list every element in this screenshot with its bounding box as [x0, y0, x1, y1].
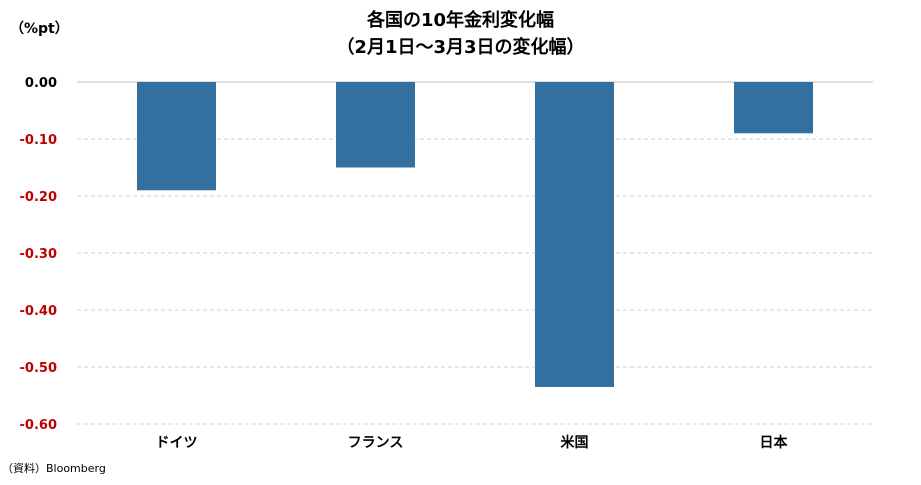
source-note: （資料）Bloomberg [2, 462, 106, 475]
y-tick-label: -0.30 [20, 247, 57, 262]
y-tick-label: -0.40 [20, 304, 57, 319]
chart-title: 各国の10年金利変化幅 [366, 10, 555, 31]
y-tick-label: -0.60 [20, 418, 57, 433]
bar-1 [336, 82, 415, 168]
x-category-label: ドイツ [156, 435, 198, 451]
bar-3 [734, 82, 813, 134]
x-category-label: 日本 [760, 434, 789, 451]
chart-subtitle: （2月1日～3月3日の変化幅） [336, 37, 585, 58]
y-tick-label: -0.50 [20, 361, 57, 376]
y-axis-unit-label: （%pt） [10, 21, 69, 37]
bar-2 [535, 82, 614, 387]
bar-0 [137, 82, 216, 191]
y-tick-label: -0.20 [20, 190, 57, 205]
y-tick-label: 0.00 [25, 76, 57, 91]
y-tick-label: -0.10 [20, 133, 57, 148]
x-category-label: 米国 [561, 434, 589, 451]
x-category-label: フランス [348, 435, 404, 451]
